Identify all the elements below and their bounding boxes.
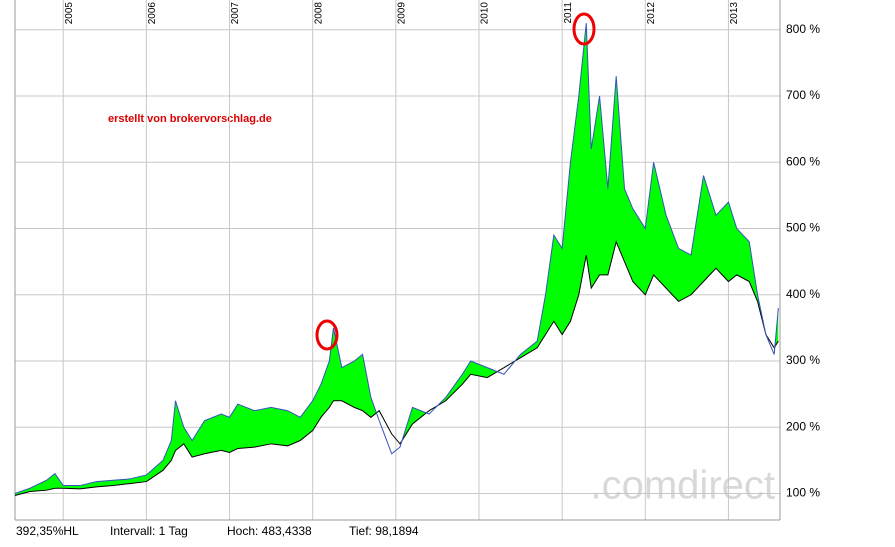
- annotation: erstellt von brokervorschlag.de: [108, 113, 272, 125]
- x-tick-label: 2005: [64, 2, 75, 25]
- y-tick-label: 300 %: [786, 353, 820, 367]
- y-tick-label: 500 %: [786, 221, 820, 235]
- y-tick-label: 400 %: [786, 287, 820, 301]
- y-tick-label: 800 %: [786, 22, 820, 36]
- x-tick-label: 2010: [480, 2, 491, 25]
- y-tick-label: 600 %: [786, 154, 820, 168]
- y-tick-label: 200 %: [786, 419, 820, 433]
- x-tick-label: 2009: [396, 2, 407, 25]
- y-tick-label: 700 %: [786, 88, 820, 102]
- footer-text: Intervall: 1 Tag: [110, 524, 188, 538]
- footer-text: 392,35%HL: [16, 524, 79, 538]
- x-tick-label: 2011: [563, 2, 574, 24]
- x-tick-label: 2007: [230, 2, 241, 25]
- watermark: .comdirect: [591, 464, 776, 508]
- x-tick-label: 2008: [313, 2, 324, 25]
- line-series: [14, 240, 779, 496]
- x-tick-label: 2013: [729, 2, 740, 25]
- fill-between: [15, 23, 779, 496]
- x-tick-label: 2012: [646, 2, 657, 25]
- x-tick-label: 2006: [147, 2, 158, 25]
- footer-text: Tief: 98,1894: [349, 524, 419, 538]
- line-series: [14, 23, 779, 494]
- highlight-circle: [572, 12, 596, 46]
- highlight-circle: [315, 319, 339, 351]
- footer-text: Hoch: 483,4338: [227, 524, 312, 538]
- y-tick-label: 100 %: [786, 486, 820, 500]
